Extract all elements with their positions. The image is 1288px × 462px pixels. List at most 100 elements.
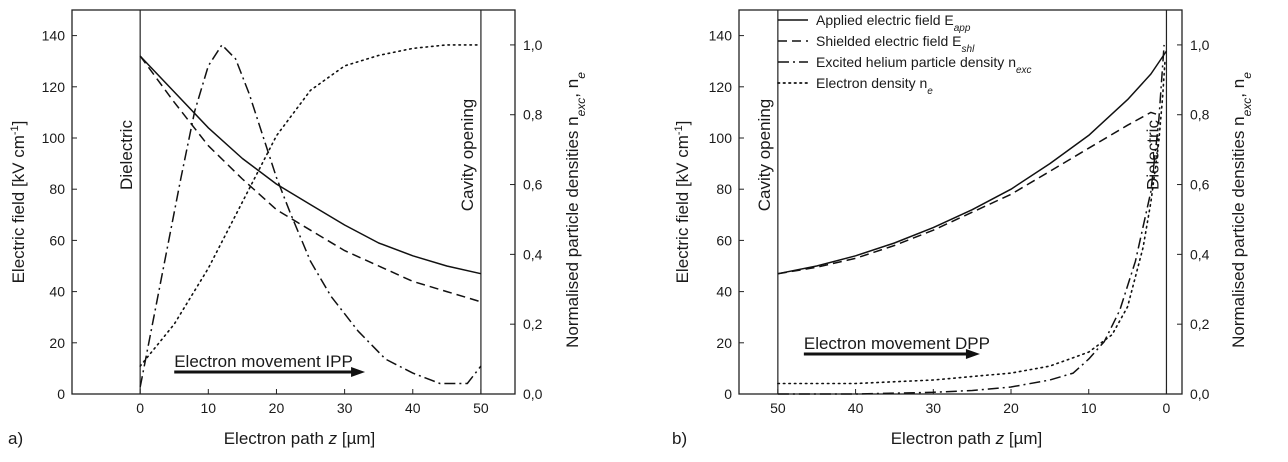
panel-a-panel-label: a): [8, 429, 23, 448]
panel-b-y-tick-label: 0: [724, 386, 732, 402]
panel-b-series-dashed: [777, 111, 1159, 275]
panel-a-series-dashdot: [139, 44, 482, 388]
text-part: z: [995, 429, 1005, 448]
panel-a-y-tick-label: 120: [42, 79, 66, 95]
text-part: ]: [673, 121, 692, 126]
text-part: shl: [962, 44, 976, 55]
panel-b-panel-label: b): [672, 429, 687, 448]
text-part: Electron path: [224, 429, 329, 448]
text-part: Electron density n: [816, 75, 927, 91]
legend-label-solid: Applied electric field Eapp: [816, 12, 971, 34]
legend-label-dashdot: Excited helium particle density nexc: [816, 54, 1032, 76]
legend-label-dashed: Shielded electric field Eshl: [816, 33, 975, 55]
panel-b-y2-tick-label: 1,0: [1190, 37, 1210, 53]
text-part: Applied electric field E: [816, 12, 954, 28]
panel-b-y-tick-label: 40: [716, 284, 732, 300]
text-part: [µm]: [337, 429, 375, 448]
panel-a-plot-frame: [71, 9, 516, 395]
text-part: -1: [673, 125, 685, 135]
text-part: Normalised particle densities n: [1229, 116, 1248, 348]
text-part: Electric field [kV cm: [673, 135, 692, 283]
panel-b-y2-tick-label: 0,6: [1190, 177, 1210, 193]
panel-b-x-tick-label: 0: [1163, 400, 1171, 416]
panel-b-left-boundary-label: Cavity opening: [755, 99, 774, 211]
panel-b-x-tick-label: 30: [926, 400, 942, 416]
panel-b-x-tick-label: 50: [770, 400, 786, 416]
panel-b-movement-arrow-head: [965, 349, 980, 359]
panel-b-series-solid: [777, 50, 1168, 275]
panel-a-y2-tick-label: 0,2: [523, 316, 543, 332]
panel-a-x-tick-label: 50: [473, 400, 489, 416]
panel-a-left-boundary-label: Dielectric: [117, 120, 136, 190]
text-part: [µm]: [1004, 429, 1042, 448]
text-part: Normalised particle densities n: [563, 116, 582, 348]
panel-a-y2-tick-label: 0,8: [523, 107, 543, 123]
panel-b-y-tick-label: 120: [709, 79, 733, 95]
panel-a-y-tick-label: 60: [49, 232, 65, 248]
text-part: Electron path: [891, 429, 996, 448]
panel-a-movement-arrow-label: Electron movement IPP: [174, 352, 353, 371]
panel-a-x-tick-label: 20: [269, 400, 285, 416]
panel-a-y2-tick-label: 0,0: [523, 386, 543, 402]
panel-b: 50 40 30 20 10 00204060801001201400,00,20,40,…: [672, 9, 1254, 448]
panel-a-x-tick-label: 30: [337, 400, 353, 416]
panel-b-y-tick-label: 100: [709, 130, 733, 146]
text-part: app: [954, 23, 971, 34]
text-part: z: [328, 429, 338, 448]
panel-a-series-solid: [139, 55, 482, 275]
panel-a-y-axis-title: Electric field [kV cm-1]: [9, 121, 28, 284]
text-part: Electric field [kV cm: [9, 135, 28, 283]
panel-a-movement-arrow-head: [351, 367, 366, 377]
panel-a-x-tick-label: 40: [405, 400, 421, 416]
panel-a-y2-tick-label: 1,0: [523, 37, 543, 53]
text-part: -1: [9, 125, 21, 135]
text-part: exc: [1240, 98, 1254, 117]
panel-b-y2-tick-label: 0,8: [1190, 107, 1210, 123]
panel-a-x-tick-label: 10: [201, 400, 217, 416]
panel-a-y2-tick-label: 0,4: [523, 246, 543, 262]
text-part: Shielded electric field E: [816, 33, 962, 49]
panel-b-x-tick-label: 40: [848, 400, 864, 416]
panel-b-y-tick-label: 60: [716, 232, 732, 248]
panel-b-x-axis-title: Electron path z [µm]: [891, 429, 1043, 448]
panel-b-y-tick-label: 140: [709, 28, 733, 44]
panel-a-y-tick-label: 80: [49, 181, 65, 197]
panel-b-x-tick-label: 10: [1081, 400, 1097, 416]
panel-b-movement-arrow-label: Electron movement DPP: [804, 334, 990, 353]
panel-a-x-tick-label: 0: [136, 400, 144, 416]
panel-a-y-tick-label: 40: [49, 284, 65, 300]
panel-a-series-dotted: [139, 44, 482, 367]
panel-a-y-tick-label: 20: [49, 335, 65, 351]
panel-b-y2-tick-label: 0,2: [1190, 316, 1210, 332]
panel-b-y-tick-label: 80: [716, 181, 732, 197]
text-part: exc: [574, 98, 588, 117]
panel-a-y-tick-label: 140: [42, 28, 66, 44]
panel-a-y2-axis-title: Normalised particle densities nexc, ne: [563, 72, 588, 348]
text-part: e: [927, 86, 933, 97]
panel-a-x-axis-title: Electron path z [µm]: [224, 429, 376, 448]
text-part: ]: [9, 121, 28, 126]
panel-a-y-tick-label: 0: [57, 386, 65, 402]
panel-b-y2-tick-label: 0,0: [1190, 386, 1210, 402]
panel-b-plot-frame: [738, 9, 1183, 395]
panel-a-right-boundary-label: Cavity opening: [458, 99, 477, 211]
text-part: e: [574, 72, 588, 79]
text-part: e: [1240, 72, 1254, 79]
panel-a-y2-tick-label: 0,6: [523, 177, 543, 193]
panel-b-y2-axis-title: Normalised particle densities nexc, ne: [1229, 72, 1254, 348]
panel-b-y2-tick-label: 0,4: [1190, 246, 1210, 262]
panel-b-y-tick-label: 20: [716, 335, 732, 351]
panel-a-y-tick-label: 100: [42, 130, 66, 146]
panel-b-series-dashdot: [777, 44, 1165, 395]
text-part: Excited helium particle density n: [816, 54, 1016, 70]
text-part: exc: [1016, 65, 1032, 76]
panel-a: 0 10 20 30 40 50 0 20 40 60 80 100 120 140 0,0 0,2 0,4 0,…: [8, 9, 588, 448]
panel-b-x-tick-label: 20: [1003, 400, 1019, 416]
panel-a-series-dashed: [139, 55, 482, 303]
text-part: , n: [1229, 79, 1248, 98]
panel-b-y-axis-title: Electric field [kV cm-1]: [673, 121, 692, 284]
text-part: , n: [563, 79, 582, 98]
